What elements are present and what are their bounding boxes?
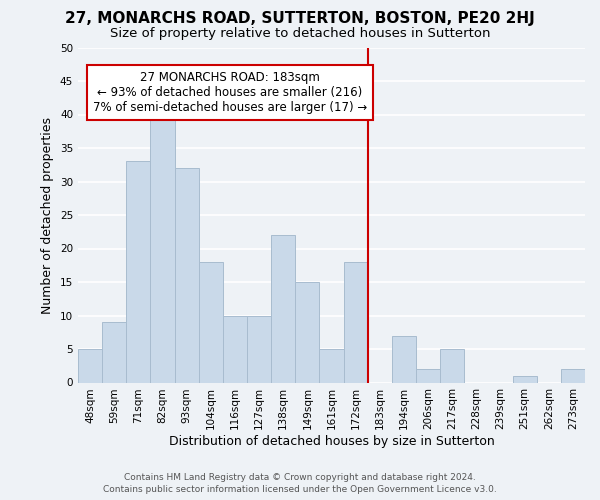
Bar [271, 235, 295, 382]
Bar [223, 316, 247, 382]
Bar [126, 162, 151, 382]
Text: 27 MONARCHS ROAD: 183sqm
← 93% of detached houses are smaller (216)
7% of semi-d: 27 MONARCHS ROAD: 183sqm ← 93% of detach… [93, 71, 367, 114]
Y-axis label: Number of detached properties: Number of detached properties [41, 116, 55, 314]
Bar [512, 376, 537, 382]
Text: Contains HM Land Registry data © Crown copyright and database right 2024.
Contai: Contains HM Land Registry data © Crown c… [103, 472, 497, 494]
Bar [199, 262, 223, 382]
Bar [247, 316, 271, 382]
Bar [175, 168, 199, 382]
Bar [344, 262, 368, 382]
Bar [440, 349, 464, 382]
Bar [319, 349, 344, 382]
Bar [416, 369, 440, 382]
Bar [392, 336, 416, 382]
Text: 27, MONARCHS ROAD, SUTTERTON, BOSTON, PE20 2HJ: 27, MONARCHS ROAD, SUTTERTON, BOSTON, PE… [65, 12, 535, 26]
Bar [151, 114, 175, 382]
Bar [295, 282, 319, 382]
Bar [561, 369, 585, 382]
Text: Size of property relative to detached houses in Sutterton: Size of property relative to detached ho… [110, 28, 490, 40]
X-axis label: Distribution of detached houses by size in Sutterton: Distribution of detached houses by size … [169, 435, 494, 448]
Bar [102, 322, 126, 382]
Bar [78, 349, 102, 382]
